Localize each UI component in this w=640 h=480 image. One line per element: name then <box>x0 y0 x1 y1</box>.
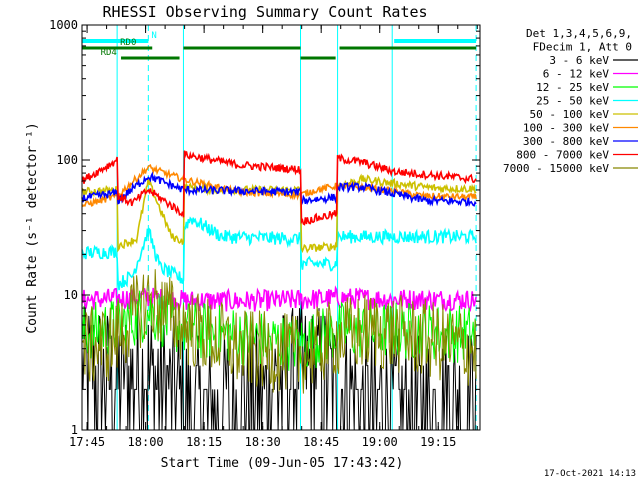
flag-rd0-label: RD0 <box>120 38 136 48</box>
legend-label-4: 25 - 50 keV <box>536 95 609 108</box>
y-tick-label-3: 1000 <box>49 18 78 32</box>
series-line-4 <box>81 216 477 291</box>
series-line-6 <box>81 164 477 208</box>
series-line-2 <box>81 285 477 313</box>
footer-timestamp: 17-Oct-2021 14:13 <box>544 469 636 479</box>
legend: Det 1,3,4,5,6,9,FDecim 1, Att 03 - 6 keV… <box>503 27 638 175</box>
x-tick-label-3: 18:30 <box>245 435 281 449</box>
legend-label-6: 100 - 300 keV <box>523 122 609 135</box>
x-tick-label-5: 19:00 <box>362 435 398 449</box>
y-axis-label: Count Rate (s⁻¹ detector⁻¹) <box>25 122 40 333</box>
legend-label-8: 800 - 7000 keV <box>516 149 609 162</box>
legend-label-2: 6 - 12 keV <box>543 68 610 81</box>
x-axis-label: Start Time (09-Jun-05 17:43:42) <box>161 456 404 471</box>
y-tick-label-1: 10 <box>64 288 78 302</box>
series-line-9 <box>81 269 477 394</box>
series-line-3 <box>81 290 477 373</box>
legend-label-5: 50 - 100 keV <box>530 108 610 121</box>
x-tick-label-4: 18:45 <box>303 435 339 449</box>
series-line-8 <box>81 150 477 226</box>
x-tick-label-0: 17:45 <box>69 435 105 449</box>
axes: 17:45 18:00 18:15 18:30 18:45 19:00 19:15 1 10 10… <box>49 18 480 449</box>
legend-header-1: FDecim 1, Att 0 <box>533 41 632 54</box>
series-line-7 <box>81 171 477 208</box>
y-tick-label-2: 100 <box>56 153 78 167</box>
flag-n-label: N <box>151 31 156 41</box>
x-tick-label-6: 19:15 <box>420 435 456 449</box>
chart-title: RHESSI Observing Summary Count Rates <box>102 3 427 21</box>
x-tick-label-2: 18:15 <box>186 435 222 449</box>
y-tick-label-0: 1 <box>71 423 78 437</box>
legend-label-7: 300 - 800 keV <box>523 135 609 148</box>
x-tick-label-1: 18:00 <box>128 435 164 449</box>
flag-rd4-label: RD4 <box>101 48 117 58</box>
legend-header-0: Det 1,3,4,5,6,9, <box>526 27 632 40</box>
series-layer <box>81 150 477 431</box>
legend-label-9: 7000 - 15000 keV <box>503 162 609 175</box>
plot-frame <box>81 24 481 431</box>
legend-label-1: 3 - 6 keV <box>549 54 609 67</box>
legend-label-3: 12 - 25 keV <box>536 81 609 94</box>
